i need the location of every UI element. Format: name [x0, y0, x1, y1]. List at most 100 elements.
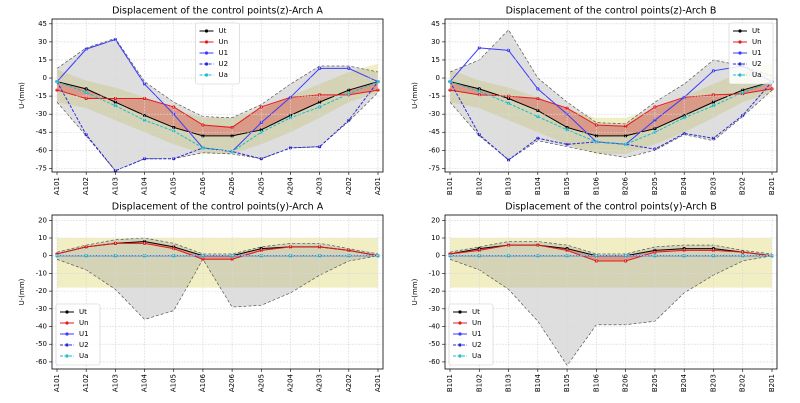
- legend-marker: [204, 29, 209, 33]
- x-tick-label: B203: [709, 374, 717, 392]
- point: [624, 142, 628, 146]
- x-tick-label: B104: [534, 176, 542, 195]
- y-axis-label: U-(mm): [411, 82, 419, 109]
- legend-label: Ut: [472, 308, 480, 316]
- point: [259, 128, 263, 132]
- point: [682, 248, 686, 253]
- legend-marker: [458, 310, 462, 314]
- panel: -60 -50 -40 -30 -20 -10 0 10 20 B101 B102 B103 B104 B…: [411, 202, 778, 392]
- x-tick-label: A201: [374, 177, 382, 195]
- x-tick-label: A102: [82, 374, 90, 392]
- x-tick-label: B103: [505, 374, 513, 392]
- x-tick-label: B103: [505, 177, 513, 195]
- point: [55, 88, 59, 92]
- x-tick-label: A204: [286, 373, 294, 392]
- point: [565, 112, 569, 116]
- point: [624, 134, 628, 138]
- envelope-edge: [56, 37, 379, 119]
- y-tick-label: 45: [431, 20, 440, 28]
- x-tick-label: B205: [651, 374, 659, 392]
- legend-marker: [65, 321, 69, 325]
- point: [565, 106, 569, 110]
- plot-area: [448, 238, 774, 367]
- y-tick-label: -60: [429, 358, 440, 366]
- point: [536, 136, 540, 140]
- point: [347, 88, 351, 92]
- y-tick-label: -30: [36, 305, 47, 313]
- x-tick-label: A203: [316, 177, 324, 195]
- point: [448, 80, 452, 84]
- x-tick-label: B105: [563, 177, 571, 195]
- x-tick-label: A103: [111, 177, 119, 195]
- point: [201, 257, 205, 261]
- x-tick-label: A106: [199, 176, 207, 195]
- x-tick-label: A101: [53, 374, 61, 392]
- x-tick-label: A202: [345, 177, 353, 195]
- legend-marker: [204, 51, 209, 55]
- y-tick-label: 10: [431, 234, 440, 242]
- legend-label: U2: [472, 341, 482, 349]
- x-tick-label: B106: [592, 176, 600, 195]
- point: [347, 118, 351, 122]
- y-tick-label: -10: [36, 269, 47, 277]
- legend-label: Ua: [79, 352, 88, 360]
- y-tick-label: -15: [429, 92, 440, 100]
- point: [506, 158, 511, 162]
- point: [259, 130, 263, 134]
- y-tick-label: 45: [38, 20, 47, 28]
- envelope-edge: [56, 255, 379, 320]
- point: [201, 146, 205, 150]
- legend-label: Ua: [219, 71, 228, 79]
- x-tick-label: A103: [111, 374, 119, 392]
- x-tick-label: B204: [680, 373, 688, 392]
- envelope-edge: [449, 255, 773, 367]
- x-tick-label: B105: [563, 374, 571, 392]
- legend: Ut Un U1 U2 Ua: [448, 303, 494, 366]
- chart-title: Displacement of the control points(y)-Ar…: [505, 202, 716, 213]
- x-tick-label: B102: [475, 374, 483, 392]
- legend-label: Ut: [219, 27, 227, 35]
- series-line: [56, 81, 379, 137]
- y-tick-label: -50: [36, 340, 47, 348]
- legend-label: Ut: [79, 308, 87, 316]
- series-line: [56, 89, 379, 128]
- point: [711, 100, 716, 104]
- point: [347, 92, 351, 96]
- legend-box: [55, 303, 101, 366]
- y-tick-label: -75: [429, 164, 440, 172]
- y-axis-label: U-(mm): [411, 278, 419, 305]
- y-tick-label: -20: [36, 287, 47, 295]
- legend-marker: [65, 332, 69, 336]
- point: [653, 118, 657, 122]
- point: [741, 88, 745, 92]
- y-tick-label: 20: [38, 216, 47, 224]
- point: [55, 80, 59, 84]
- envelope-edge: [449, 29, 773, 125]
- legend-marker: [738, 40, 742, 44]
- y-tick-label: -30: [429, 305, 440, 313]
- x-tick-label: A206: [228, 373, 236, 392]
- chart-title: Displacement of the control points(y)-Ar…: [112, 202, 324, 213]
- point: [113, 104, 117, 108]
- legend: Ut Un U1 U2 Ua: [195, 22, 240, 85]
- point: [230, 134, 234, 138]
- legend-marker: [65, 310, 69, 314]
- point: [448, 88, 452, 92]
- point: [594, 134, 598, 138]
- legend-label: Ua: [472, 352, 481, 360]
- point: [288, 116, 293, 120]
- legend-label: Un: [219, 38, 229, 46]
- x-tick-label: B102: [475, 177, 483, 195]
- series-line: [449, 244, 773, 262]
- y-tick-label: -45: [36, 128, 47, 136]
- legend-marker: [204, 62, 209, 66]
- point: [347, 248, 351, 253]
- envelope-edge: [56, 237, 379, 255]
- point: [711, 104, 716, 108]
- plot-area: [55, 37, 380, 172]
- point: [376, 80, 380, 84]
- x-tick-label: A206: [228, 176, 236, 195]
- series-line: [449, 81, 773, 145]
- x-tick-label: A201: [374, 374, 382, 392]
- x-tick-label: A101: [53, 177, 61, 195]
